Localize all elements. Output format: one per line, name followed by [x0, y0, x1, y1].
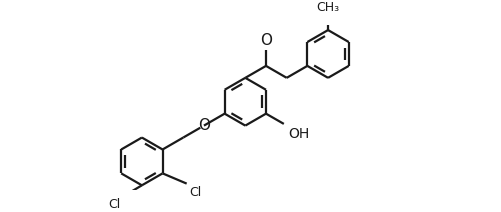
Text: Cl: Cl: [108, 198, 120, 211]
Text: OH: OH: [287, 127, 309, 141]
Text: O: O: [260, 33, 272, 48]
Text: Cl: Cl: [188, 186, 201, 199]
Text: O: O: [197, 118, 209, 133]
Text: CH₃: CH₃: [316, 1, 339, 14]
